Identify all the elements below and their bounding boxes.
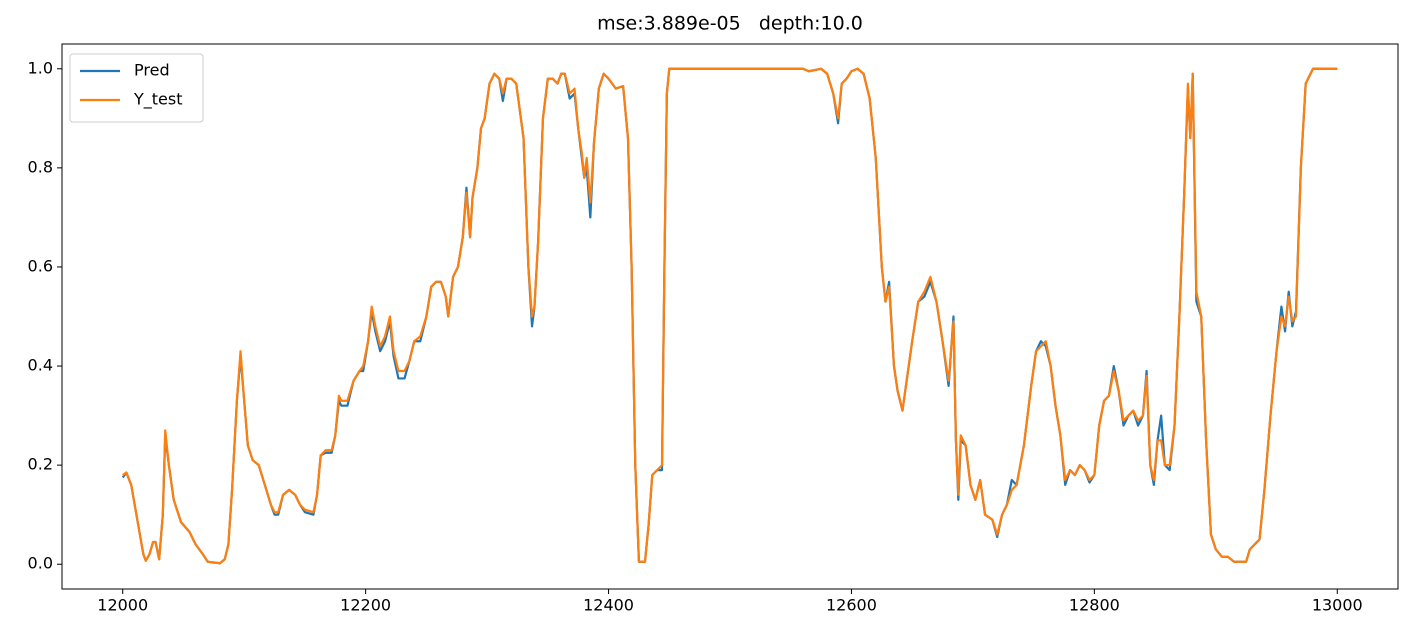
x-tick-label: 12200	[340, 596, 391, 615]
x-tick-label: 13000	[1312, 596, 1363, 615]
x-tick-label: 12000	[97, 596, 148, 615]
y-tick-label: 0.0	[28, 554, 53, 573]
y-tick-label: 0.6	[28, 256, 53, 275]
y-tick-label: 0.2	[28, 455, 53, 474]
line-series	[122, 67, 1338, 565]
chart-title: mse:3.889e-05 depth:10.0	[597, 13, 863, 35]
legend-label: Pred	[134, 61, 170, 80]
y-tick-label: 1.0	[28, 58, 53, 77]
x-tick-label: 12800	[1069, 596, 1120, 615]
y-tick-label: 0.4	[28, 356, 53, 375]
x-tick-label: 12600	[826, 596, 877, 615]
plot-frame	[61, 43, 1399, 590]
y-tick-label: 0.8	[28, 157, 53, 176]
legend-label: Y_test	[133, 90, 183, 110]
x-tick-label: 12400	[583, 596, 634, 615]
